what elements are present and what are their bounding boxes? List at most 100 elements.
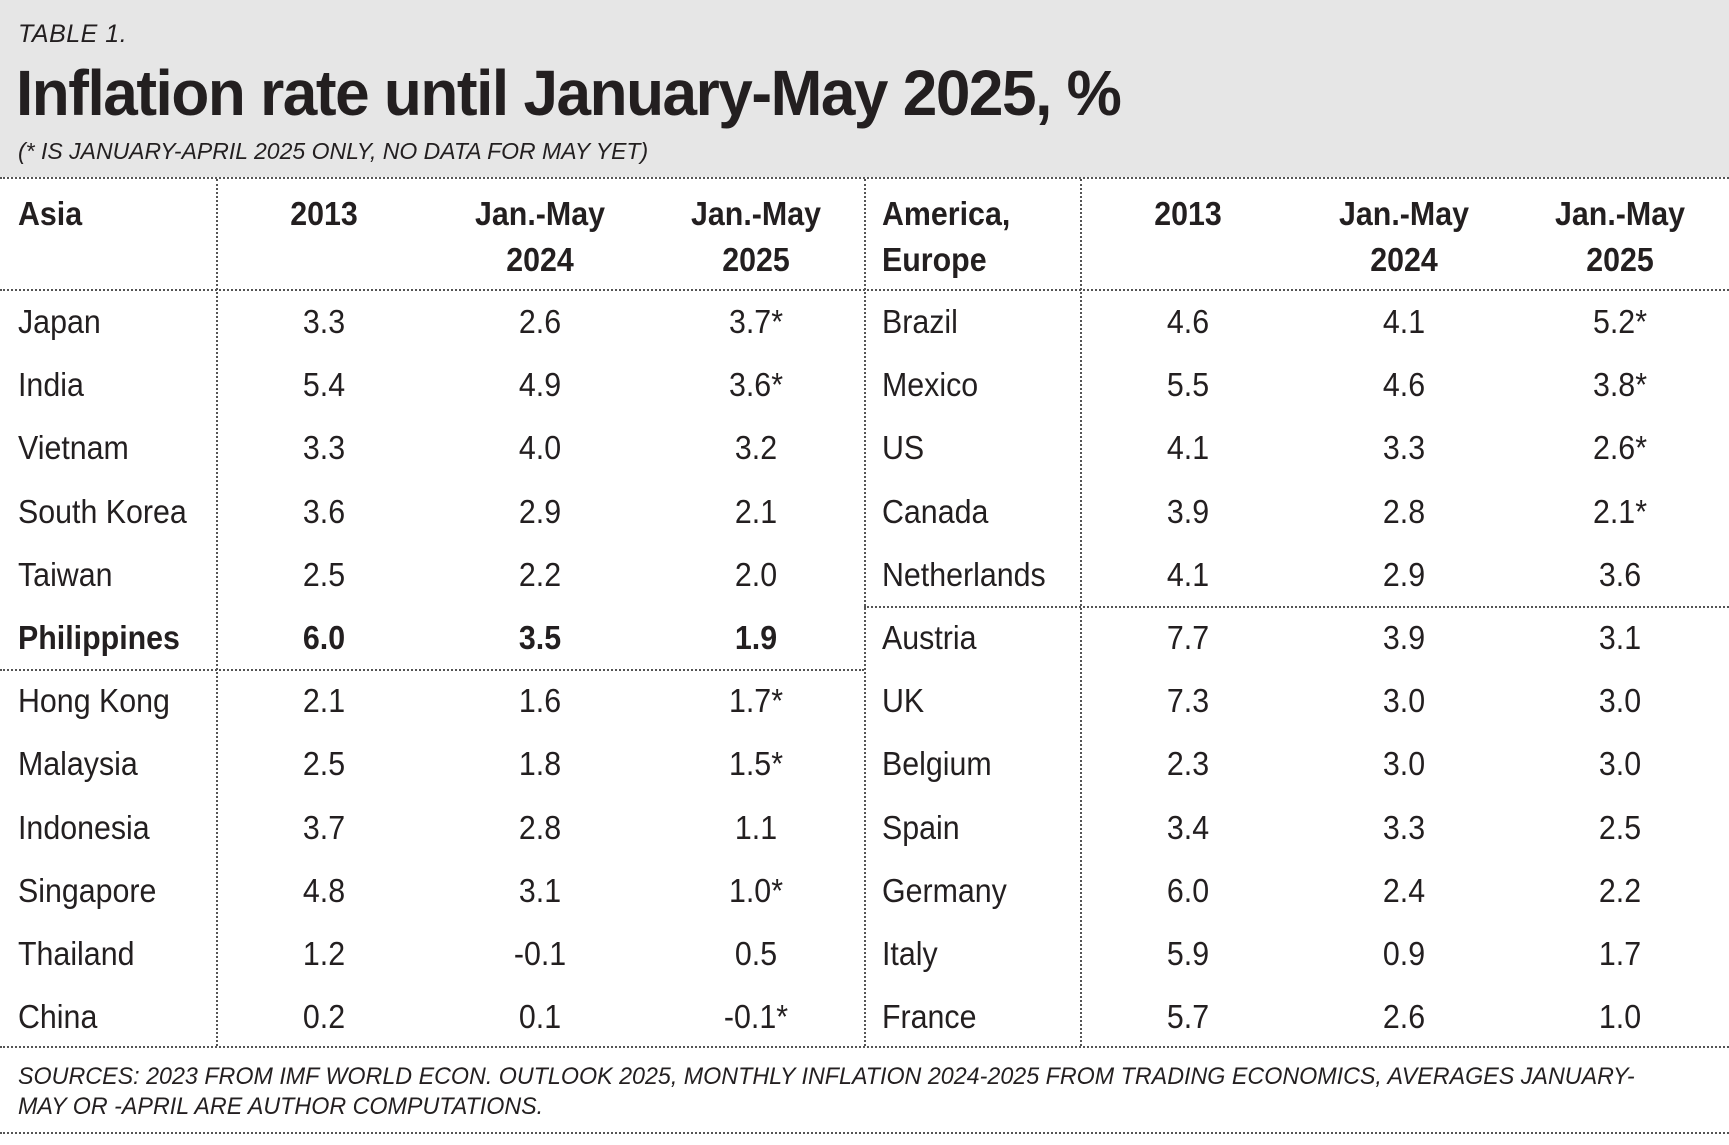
row-label: US	[882, 429, 925, 467]
data-cell: 3.7*	[728, 303, 784, 340]
data-cell: 2.3	[1166, 745, 1210, 783]
row-label: Netherlands	[882, 555, 1046, 593]
data-cell: 3.0	[1598, 745, 1642, 783]
row-label: Malaysia	[18, 745, 138, 783]
data-cell: -0.1*	[723, 998, 789, 1036]
data-cell: 3.3	[1382, 429, 1426, 467]
footer: SOURCES: 2023 FROM IMF WORLD ECON. OUTLO…	[0, 1048, 1729, 1134]
column-header-group: Asia	[18, 195, 83, 232]
data-cell: 0.1	[518, 998, 562, 1036]
data-cell: 4.8	[302, 871, 346, 909]
row-label: China	[18, 998, 98, 1036]
column-divider	[216, 179, 218, 1046]
column-header: 2013	[290, 195, 358, 232]
data-cell: 2.4	[1382, 871, 1426, 909]
column-header: Jan.-May 2025	[691, 195, 821, 278]
data-cell: 7.3	[1166, 682, 1210, 720]
data-cell: 1.6	[518, 682, 562, 720]
column-divider	[1080, 179, 1082, 1046]
data-cell: 4.1	[1382, 303, 1426, 340]
data-cell: 6.0	[1166, 871, 1210, 909]
data-cell: 0.9	[1382, 935, 1426, 972]
data-cell: 1.8	[518, 745, 562, 783]
row-label: South Korea	[18, 492, 187, 530]
row-label: Vietnam	[18, 429, 129, 467]
data-cell: 3.4	[1166, 808, 1210, 846]
data-cell: 2.0	[734, 555, 778, 593]
row-label: Philippines	[18, 619, 180, 656]
data-cell: 4.6	[1166, 303, 1210, 340]
row-label: Spain	[882, 808, 960, 846]
data-cell: 2.6	[518, 303, 562, 340]
data-cell: 3.6*	[728, 366, 784, 404]
data-cell: 2.8	[1382, 492, 1426, 530]
data-cell: 2.5	[302, 745, 346, 783]
row-label: India	[18, 366, 84, 404]
data-cell: 1.1	[734, 808, 778, 846]
row-label: Mexico	[882, 366, 979, 404]
data-cell: 1.0*	[728, 871, 784, 909]
data-cell: 1.7*	[728, 682, 784, 720]
data-cell: 2.5	[1598, 808, 1642, 846]
data-cell: 5.4	[302, 366, 346, 404]
data-cell: 2.2	[518, 555, 562, 593]
data-cell: 4.9	[518, 366, 562, 404]
row-label: Hong Kong	[18, 682, 170, 720]
data-cell: 3.6	[1598, 555, 1642, 593]
data-cell: 3.1	[1598, 619, 1642, 656]
column-divider	[864, 179, 866, 1046]
row-label: Brazil	[882, 303, 958, 340]
row-label: Japan	[18, 303, 101, 340]
data-cell: 2.6	[1382, 998, 1426, 1036]
row-label: Indonesia	[18, 808, 150, 846]
data-cell: 3.0	[1382, 682, 1426, 720]
table-subtitle: (* IS JANUARY-APRIL 2025 ONLY, NO DATA F…	[18, 138, 649, 164]
column-header: Jan.-May 2024	[1339, 195, 1469, 278]
data-cell: 3.7	[302, 808, 346, 846]
data-cell: 2.1	[734, 492, 778, 530]
row-label: Belgium	[882, 745, 992, 783]
data-cell: 3.8*	[1592, 366, 1648, 404]
data-cell: 2.9	[518, 492, 562, 530]
column-header: Jan.-May 2025	[1555, 195, 1685, 278]
data-cell: 0.5	[734, 935, 778, 972]
data-cell: 3.1	[518, 871, 562, 909]
column-header-group: America, Europe	[882, 195, 1011, 278]
data-cell: 4.1	[1166, 429, 1210, 467]
data-cell: 5.2*	[1592, 303, 1648, 340]
data-cell: 2.5	[302, 555, 346, 593]
data-cell: 3.3	[302, 429, 346, 467]
table-label: TABLE 1.	[18, 20, 128, 48]
row-label: Austria	[882, 619, 977, 656]
data-cell: 5.7	[1166, 998, 1210, 1036]
data-cell: 1.2	[302, 935, 346, 972]
header-band: TABLE 1. Inflation rate until January-Ma…	[0, 0, 1729, 177]
row-label: Singapore	[18, 871, 157, 909]
data-cell: 3.0	[1598, 682, 1642, 720]
data-cell: 3.6	[302, 492, 346, 530]
data-cell: 3.3	[302, 303, 346, 340]
table-title: Inflation rate until January-May 2025, %	[16, 57, 1122, 129]
data-cell: 2.6*	[1592, 429, 1648, 467]
data-cell: 4.0	[518, 429, 562, 467]
data-cell: 5.9	[1166, 935, 1210, 972]
column-header: 2013	[1154, 195, 1222, 232]
data-cell: 0.2	[302, 998, 346, 1036]
row-label: Germany	[882, 871, 1007, 909]
data-cell: 5.5	[1166, 366, 1210, 404]
row-label: Taiwan	[18, 555, 113, 593]
row-divider	[0, 289, 1729, 291]
row-divider	[864, 606, 1729, 608]
data-cell: 3.9	[1382, 619, 1426, 656]
data-cell: 7.7	[1166, 619, 1210, 656]
source-note: SOURCES: 2023 FROM IMF WORLD ECON. OUTLO…	[18, 1063, 1635, 1120]
data-cell: 1.5*	[728, 745, 784, 783]
data-cell: -0.1	[513, 935, 567, 972]
row-divider	[0, 669, 864, 672]
data-cell: 2.1	[302, 682, 346, 720]
data-cell: 2.1*	[1592, 492, 1648, 530]
data-cell: 2.8	[518, 808, 562, 846]
data-cell: 2.9	[1382, 555, 1426, 593]
data-cell: 1.9	[734, 619, 778, 656]
